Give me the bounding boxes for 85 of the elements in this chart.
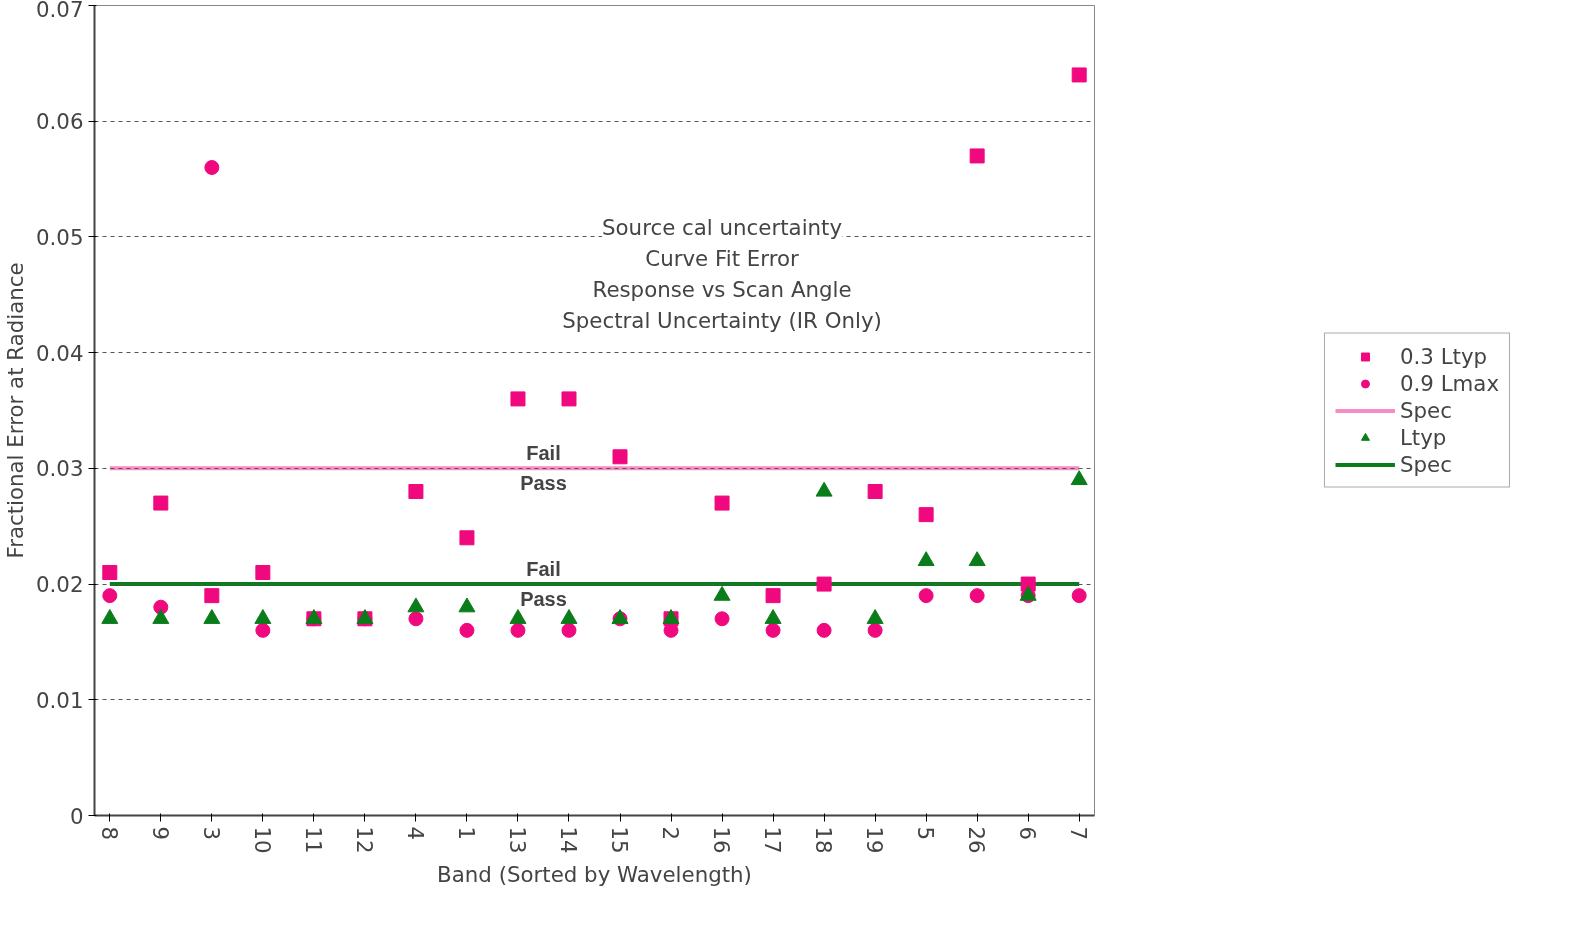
point — [407, 597, 425, 613]
point — [917, 551, 935, 567]
point — [1070, 470, 1088, 486]
y-tick-label: 0.04 — [36, 340, 84, 366]
point — [968, 551, 986, 567]
x-tick-label: 3 — [198, 826, 224, 841]
x-tick-label: 16 — [709, 826, 735, 854]
x-tick-label: 4 — [402, 826, 428, 841]
x-tick-label: 19 — [862, 826, 888, 854]
x-tick-label: 13 — [504, 826, 530, 854]
point — [408, 484, 424, 499]
y-tick-label: 0.07 — [36, 0, 84, 22]
point — [510, 622, 526, 638]
point — [255, 622, 271, 638]
point — [203, 609, 221, 624]
point — [1071, 67, 1087, 83]
point — [815, 481, 833, 497]
x-tick-label: 9 — [147, 826, 173, 841]
point — [816, 622, 832, 638]
point — [713, 585, 731, 601]
point — [561, 622, 577, 638]
x-tick-label: 17 — [760, 826, 786, 854]
legend-label: 0.3 Ltyp — [1399, 343, 1488, 369]
point — [254, 609, 272, 624]
point — [969, 148, 985, 164]
point — [714, 611, 730, 627]
point — [459, 622, 475, 638]
x-tick-label: 10 — [249, 826, 275, 854]
point — [408, 611, 424, 627]
point — [918, 588, 934, 604]
point — [204, 160, 220, 175]
point — [714, 495, 730, 511]
point — [816, 576, 832, 592]
y-axis-title: Fractional Error at Radiance — [3, 262, 29, 559]
point — [765, 588, 781, 604]
point — [764, 609, 782, 624]
point — [765, 622, 781, 638]
x-tick-label: 5 — [913, 826, 939, 841]
x-tick-label: 26 — [964, 826, 990, 854]
point — [1071, 588, 1087, 604]
point — [255, 565, 271, 580]
point — [867, 622, 883, 638]
point — [510, 391, 526, 407]
x-tick-label: 12 — [351, 826, 377, 854]
point — [152, 609, 170, 624]
y-tick-label: 0.02 — [36, 572, 84, 598]
point — [561, 391, 577, 407]
y-tick-label: 0 — [69, 803, 84, 829]
annotation: Fail — [526, 442, 561, 465]
x-tick-label: 1 — [453, 826, 479, 841]
x-tick-label: 8 — [96, 826, 122, 841]
x-tick-label: 6 — [1015, 826, 1041, 841]
point — [969, 588, 985, 604]
legend-label: Spec — [1399, 451, 1452, 477]
point — [204, 588, 220, 604]
point — [102, 565, 118, 580]
point — [867, 484, 883, 499]
y-tick-label: 0.05 — [36, 224, 84, 250]
point — [102, 588, 118, 604]
point — [458, 597, 476, 613]
x-tick-label: 14 — [555, 826, 581, 854]
annotation: Fail — [526, 558, 561, 581]
point — [918, 507, 934, 523]
x-tick-label: 2 — [658, 826, 684, 841]
annotation: Pass — [520, 588, 567, 611]
point — [153, 495, 169, 511]
point — [612, 449, 628, 465]
x-tick-label: 7 — [1066, 826, 1092, 841]
point — [459, 530, 475, 546]
y-tick-label: 0.03 — [36, 456, 84, 482]
legend-label: 0.9 Lmax — [1399, 370, 1500, 396]
y-tick-label: 0.01 — [36, 687, 84, 713]
x-tick-label: 11 — [300, 826, 326, 854]
point — [560, 609, 578, 624]
x-tick-label: 15 — [607, 826, 633, 854]
point — [866, 609, 884, 624]
point — [509, 609, 527, 624]
x-tick-label: 18 — [811, 826, 837, 854]
legend-label: Spec — [1399, 397, 1452, 423]
x-axis-title: Band (Sorted by Wavelength) — [437, 861, 752, 887]
y-tick-label: 0.06 — [36, 109, 84, 135]
annotation: Source cal uncertainty Curve Fit Error Response vs Scan Angle Spectral Uncertainty (IR Only) — [562, 215, 882, 333]
annotation: Pass — [520, 472, 567, 495]
point — [101, 609, 119, 624]
legend-label: Ltyp — [1399, 424, 1447, 450]
